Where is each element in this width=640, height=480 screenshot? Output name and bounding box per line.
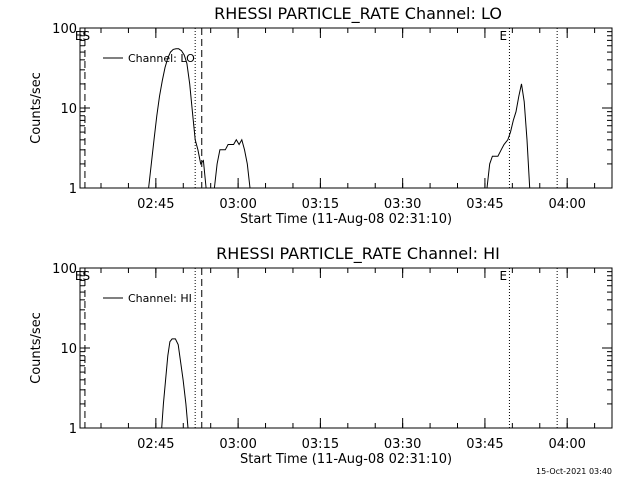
event-marker-label: E <box>499 269 507 283</box>
x-tick-label: 03:00 <box>219 437 256 452</box>
series-line <box>486 83 531 189</box>
chart-title: RHESSI PARTICLE_RATE Channel: LO <box>214 4 502 24</box>
x-tick-label: 03:45 <box>466 437 503 452</box>
plot-channel-lo: RHESSI PARTICLE_RATE Channel: LO Counts/s… <box>29 4 613 227</box>
event-marker-label: ES <box>75 29 90 43</box>
y-tick-label: 100 <box>52 262 77 277</box>
timestamp-footer: 15-Oct-2021 03:40 <box>536 467 612 476</box>
x-tick-label: 02:45 <box>137 437 174 452</box>
y-tick-label: 100 <box>52 22 77 37</box>
y-tick-label: 10 <box>60 342 77 357</box>
y-tick-label: 1 <box>69 182 77 197</box>
series-line <box>148 48 207 189</box>
x-tick-label: 04:00 <box>548 437 585 452</box>
x-tick-label: 03:15 <box>302 437 339 452</box>
x-axis-label: Start Time (11-Aug-08 02:31:10) <box>240 452 452 467</box>
series-line <box>213 138 251 189</box>
x-tick-label: 04:00 <box>548 197 585 212</box>
x-tick-label: 02:45 <box>137 197 174 212</box>
x-tick-label: 03:30 <box>384 197 421 212</box>
x-tick-label: 03:15 <box>302 197 339 212</box>
x-axis-label: Start Time (11-Aug-08 02:31:10) <box>240 212 452 227</box>
x-tick-label: 03:00 <box>219 197 256 212</box>
x-tick-label: 03:45 <box>466 197 503 212</box>
y-axis-label: Counts/sec <box>29 72 44 144</box>
series-line <box>161 338 189 429</box>
y-tick-label: 10 <box>60 102 77 117</box>
legend-label: Channel: LO <box>128 52 195 65</box>
chart-title: RHESSI PARTICLE_RATE Channel: HI <box>216 244 500 264</box>
legend-label: Channel: HI <box>128 292 192 305</box>
plot-channel-hi: RHESSI PARTICLE_RATE Channel: HI Counts/s… <box>29 244 613 467</box>
x-tick-label: 03:30 <box>384 437 421 452</box>
y-axis-label: Counts/sec <box>29 312 44 384</box>
event-marker-label: ES <box>75 269 90 283</box>
y-tick-label: 1 <box>69 422 77 437</box>
event-marker-label: E <box>499 29 507 43</box>
